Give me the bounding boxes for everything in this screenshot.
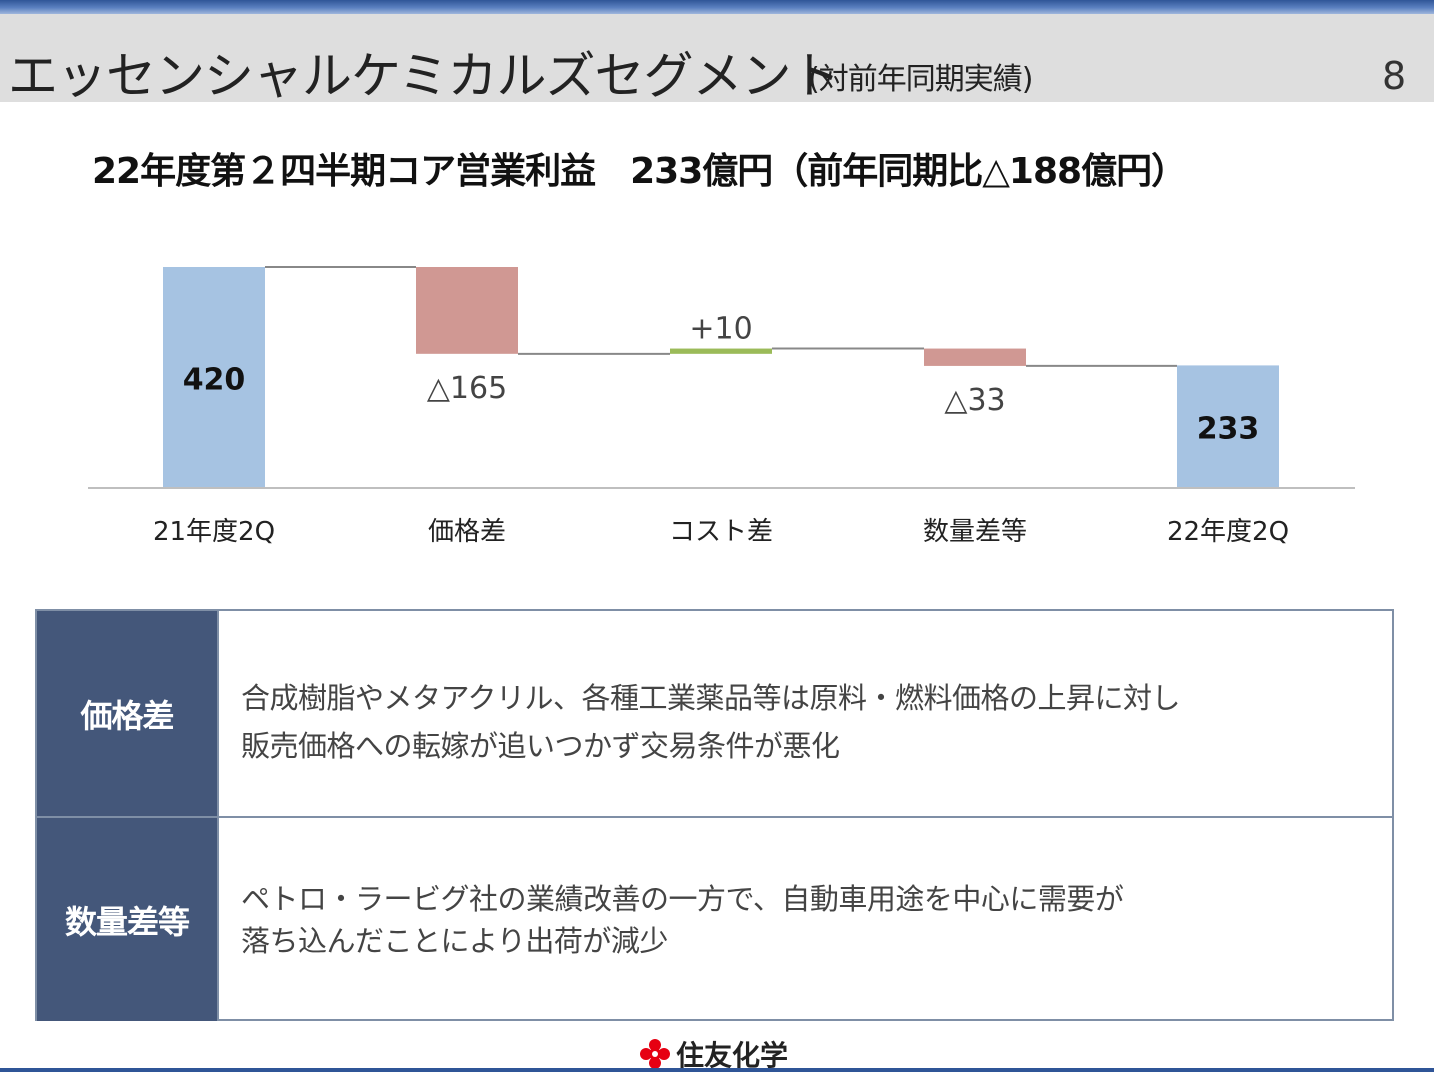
category-label: 21年度2Q xyxy=(153,517,275,547)
bottom-rule xyxy=(0,1068,1434,1072)
waterfall-bar xyxy=(416,267,518,354)
page-subtitle: (対前年同期実績) xyxy=(808,62,1033,97)
page-number: 8 xyxy=(1382,54,1407,98)
footer: 住友化学 xyxy=(640,1034,788,1074)
waterfall-bar xyxy=(163,267,265,488)
waterfall-bar xyxy=(670,348,772,354)
row-text-line: ペトロ・ラービグ社の業績改善の一方で、自動車用途を中心に需要が xyxy=(241,882,1124,916)
waterfall-bar xyxy=(1177,365,1279,488)
row-text-line: 落ち込んだことにより出荷が減少 xyxy=(241,924,668,958)
explanation-table: 価格差 合成樹脂やメタアクリル、各種工業薬品等は原料・燃料価格の上昇に対し 販売… xyxy=(35,609,1394,1021)
category-label: 数量差等 xyxy=(923,517,1027,547)
category-label: 22年度2Q xyxy=(1167,517,1289,547)
top-stripe xyxy=(0,0,1434,14)
category-label: コスト差 xyxy=(669,517,773,547)
data-label: 420 xyxy=(183,363,246,398)
category-label: 価格差 xyxy=(428,517,506,547)
row-body: 合成樹脂やメタアクリル、各種工業薬品等は原料・燃料価格の上昇に対し 販売価格への… xyxy=(217,611,1392,816)
row-text-line: 合成樹脂やメタアクリル、各種工業薬品等は原料・燃料価格の上昇に対し xyxy=(241,681,1181,715)
row-header: 数量差等 xyxy=(37,818,217,1021)
waterfall-bar xyxy=(924,348,1026,366)
headline: 22年度第２四半期コア営業利益 233億円（前年同期比△188億円） xyxy=(92,151,1187,192)
waterfall-chart: 420 21年度2Q △165 価格差 +10 コスト差 △33 数量差等 233 22年度2Q xyxy=(88,266,1355,547)
table-row: 数量差等 ペトロ・ラービグ社の業績改善の一方で、自動車用途を中心に需要が 落ち込… xyxy=(37,818,1392,1021)
data-label: +10 xyxy=(689,312,752,347)
table-row: 価格差 合成樹脂やメタアクリル、各種工業薬品等は原料・燃料価格の上昇に対し 販売… xyxy=(37,611,1392,818)
page-title: エッセンシャルケミカルズセグメント xyxy=(8,47,840,105)
data-label: △165 xyxy=(427,371,507,406)
row-body: ペトロ・ラービグ社の業績改善の一方で、自動車用途を中心に需要が 落ち込んだことに… xyxy=(217,818,1392,1021)
company-name: 住友化学 xyxy=(676,1039,789,1072)
data-label: 233 xyxy=(1197,412,1260,447)
sumitomo-logo-icon xyxy=(640,1039,670,1069)
row-text-line: 販売価格への転嫁が追いつかず交易条件が悪化 xyxy=(241,729,840,763)
data-label: △33 xyxy=(944,383,1005,418)
row-header: 価格差 xyxy=(37,611,217,816)
title-bar: エッセンシャルケミカルズセグメント (対前年同期実績) 8 xyxy=(0,14,1434,105)
